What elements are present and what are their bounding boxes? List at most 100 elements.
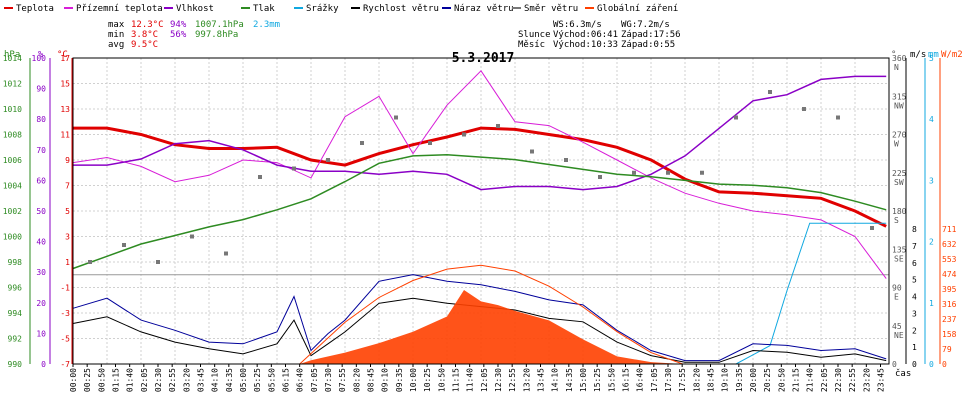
legend-label: Tlak bbox=[253, 4, 275, 14]
wind-direction-point bbox=[632, 170, 636, 175]
stat-min-label: min bbox=[108, 30, 124, 40]
sun-rise: Východ:06:41 bbox=[553, 30, 618, 40]
x-tick-label: 11:40 bbox=[466, 368, 475, 392]
ms-tick: 7 bbox=[912, 242, 917, 251]
rad-tick: 395 bbox=[942, 285, 957, 294]
x-tick-label: 18:45 bbox=[707, 368, 716, 392]
unit-wm2: W/m2 bbox=[941, 50, 963, 60]
stat-min-temp: 3.8°C bbox=[131, 30, 158, 40]
unit-mm: mm bbox=[928, 50, 939, 60]
press-tick: 1010 bbox=[3, 105, 22, 114]
wind-direction-point bbox=[428, 141, 432, 145]
dir-tick: 135 bbox=[892, 245, 907, 254]
rad-tick: 553 bbox=[942, 255, 957, 264]
x-tick-label: 21:40 bbox=[806, 368, 815, 392]
press-tick: 1002 bbox=[3, 207, 22, 216]
plot-border bbox=[72, 57, 890, 365]
wind-direction-point bbox=[734, 115, 738, 120]
legend-label: Náraz větru bbox=[454, 4, 514, 14]
x-tick-label: 00:25 bbox=[83, 368, 92, 392]
dir-tick: 45 bbox=[892, 322, 902, 331]
wind-direction-point bbox=[836, 115, 840, 120]
ms-tick: 8 bbox=[912, 225, 917, 234]
x-tick-label: 00:00 bbox=[69, 368, 78, 392]
stat-min-hum: 56% bbox=[170, 30, 187, 40]
wind-direction-point bbox=[156, 260, 160, 264]
sun-set: Západ:17:56 bbox=[621, 30, 681, 40]
wind-gust-info: WG:7.2m/s bbox=[621, 20, 670, 30]
series-teplota bbox=[73, 126, 887, 228]
rad-tick: 316 bbox=[942, 300, 957, 309]
x-tick-label: 23:45 bbox=[877, 368, 886, 392]
series-přízemní-teplota bbox=[72, 70, 887, 279]
hum-tick: 100 bbox=[32, 54, 47, 63]
x-tick-label: 06:40 bbox=[296, 368, 305, 392]
stat-max-hum: 94% bbox=[170, 20, 187, 30]
rain-tick: 5 bbox=[929, 54, 934, 63]
wind-direction-point bbox=[122, 243, 126, 247]
x-tick-label: 02:30 bbox=[154, 368, 163, 392]
dir-tick: 180 bbox=[892, 207, 907, 216]
x-tick-label: 14:10 bbox=[551, 368, 560, 392]
x-tick-label: 05:50 bbox=[267, 368, 276, 392]
press-tick: 990 bbox=[8, 360, 23, 369]
hum-tick: 10 bbox=[36, 329, 46, 338]
unit-time: čas bbox=[895, 368, 911, 379]
dir-label: W bbox=[894, 140, 899, 149]
x-axis-labels: 00:00 00:25 00:50 01:15 01:40 02:05 02:30 02:55… bbox=[69, 364, 886, 392]
series-tlak bbox=[72, 153, 887, 270]
hum-tick: 70 bbox=[36, 146, 46, 155]
press-tick: 996 bbox=[8, 284, 23, 293]
wind-direction-point bbox=[88, 260, 92, 264]
temp-tick: -3 bbox=[60, 309, 70, 318]
x-tick-label: 12:05 bbox=[480, 368, 489, 392]
x-tick-label: 05:00 bbox=[239, 368, 248, 392]
x-tick-label: 13:45 bbox=[537, 368, 546, 392]
press-tick: 1012 bbox=[3, 80, 22, 89]
hum-tick: 50 bbox=[36, 207, 46, 216]
x-tick-label: 16:40 bbox=[636, 368, 645, 392]
x-tick-label: 19:10 bbox=[721, 368, 730, 392]
moon-rise: Východ:10:33 bbox=[553, 40, 618, 50]
x-tick-label: 10:00 bbox=[409, 368, 418, 392]
x-tick-label: 13:20 bbox=[522, 368, 531, 392]
hum-tick: 20 bbox=[36, 299, 46, 308]
rain-tick: 1 bbox=[929, 299, 934, 308]
rad-tick: 474 bbox=[942, 270, 957, 279]
ms-tick: 0 bbox=[912, 360, 917, 369]
ms-tick: 6 bbox=[912, 259, 917, 268]
series-globalni-zareni bbox=[299, 289, 683, 364]
legend-label: Vlhkost bbox=[176, 4, 214, 14]
ms-tick: 4 bbox=[912, 293, 917, 302]
x-tick-label: 15:50 bbox=[607, 368, 616, 392]
dir-tick: 225 bbox=[892, 169, 907, 178]
x-tick-label: 20:00 bbox=[749, 368, 758, 392]
sun-label: Slunce bbox=[518, 30, 551, 40]
temp-tick: 13 bbox=[60, 105, 70, 114]
hum-tick: 30 bbox=[36, 268, 46, 277]
x-tick-label: 20:50 bbox=[777, 368, 786, 392]
x-tick-label: 04:35 bbox=[225, 368, 234, 392]
x-tick-label: 01:15 bbox=[112, 368, 121, 392]
ms-tick: 2 bbox=[912, 326, 917, 335]
x-tick-label: 17:30 bbox=[664, 368, 673, 392]
stats-panel: max 12.3°C 94% 1007.1hPa 2.3mm min 3.8°C… bbox=[108, 20, 681, 50]
series bbox=[72, 70, 887, 365]
dir-tick: 270 bbox=[892, 131, 907, 140]
wind-direction-point bbox=[394, 115, 398, 120]
hum-tick: 90 bbox=[36, 85, 46, 94]
wind-direction-point bbox=[870, 226, 874, 230]
x-tick-label: 07:55 bbox=[338, 368, 347, 392]
temp-tick: 7 bbox=[65, 182, 70, 191]
x-tick-label: 11:15 bbox=[452, 368, 461, 392]
wind-direction-point bbox=[258, 175, 262, 179]
ms-tick: 5 bbox=[912, 276, 917, 285]
series-rychlost-větru bbox=[72, 297, 887, 363]
legend-label: Přízemní teplota bbox=[76, 4, 163, 14]
series-náraz-větru bbox=[72, 274, 887, 362]
press-tick: 994 bbox=[8, 309, 23, 318]
dir-tick: 0 bbox=[892, 360, 897, 369]
rad-tick: 0 bbox=[942, 360, 947, 369]
moon-set: Západ:0:55 bbox=[621, 40, 675, 50]
